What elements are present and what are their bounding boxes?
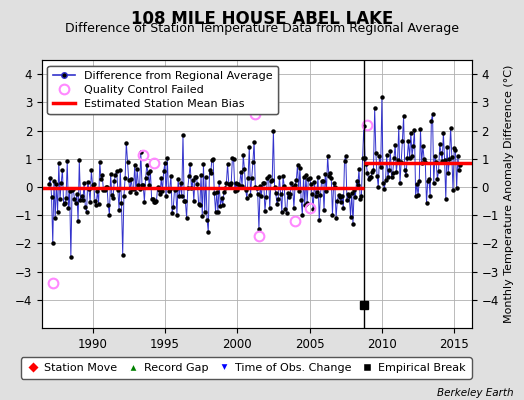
- Text: Difference of Station Temperature Data from Regional Average: Difference of Station Temperature Data f…: [65, 22, 459, 35]
- Text: 108 MILE HOUSE ABEL LAKE: 108 MILE HOUSE ABEL LAKE: [131, 10, 393, 28]
- Legend: Difference from Regional Average, Quality Control Failed, Estimated Station Mean: Difference from Regional Average, Qualit…: [48, 66, 278, 114]
- Legend: Station Move, Record Gap, Time of Obs. Change, Empirical Break: Station Move, Record Gap, Time of Obs. C…: [21, 358, 472, 378]
- Y-axis label: Monthly Temperature Anomaly Difference (°C): Monthly Temperature Anomaly Difference (…: [504, 65, 514, 323]
- Text: Berkeley Earth: Berkeley Earth: [437, 388, 514, 398]
